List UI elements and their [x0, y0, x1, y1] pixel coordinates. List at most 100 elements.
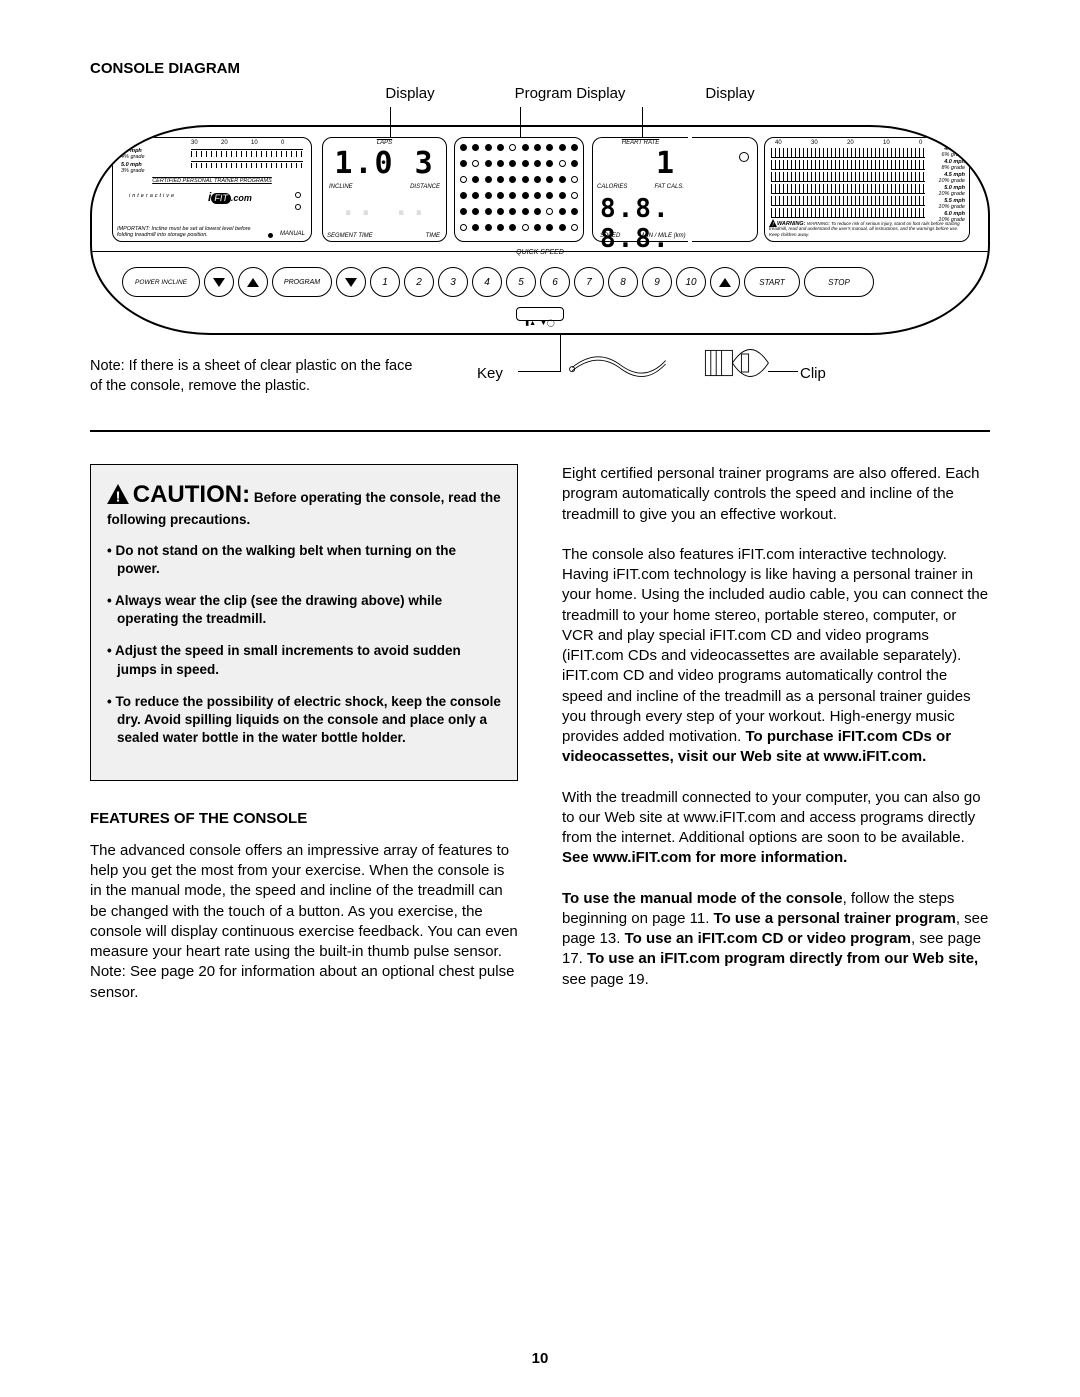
key-sketch [564, 347, 672, 381]
caution-list: Do not stand on the walking belt when tu… [107, 542, 501, 748]
right-program-panel: 40 30 20 10 0 !WARNING: WA [764, 137, 970, 242]
incline-up-button[interactable] [238, 267, 268, 297]
program-display-panel [454, 137, 584, 242]
program-dot [509, 144, 516, 151]
console-diagram: Display Program Display Display 30 20 10… [90, 85, 990, 420]
speed-panel: 8.8. 8.8. SPEED MIN / MILE (km) [692, 137, 758, 242]
quick-speed-10-button[interactable]: 10 [676, 267, 706, 297]
caution-box: ! CAUTION: Before operating the console,… [90, 464, 518, 781]
quick-speed-label: QUICK SPEED [92, 249, 988, 256]
program-dot [534, 144, 541, 151]
program-dot [571, 192, 578, 199]
program-dot [571, 208, 578, 215]
clip-sketch [698, 345, 774, 381]
program-dot [460, 224, 467, 231]
quick-speed-4-button[interactable]: 4 [472, 267, 502, 297]
program-dot [559, 224, 566, 231]
program-dot [497, 176, 504, 183]
quick-speed-1-button[interactable]: 1 [370, 267, 400, 297]
section-title: CONSOLE DIAGRAM [90, 60, 990, 77]
program-dot [472, 160, 479, 167]
speed-up-button[interactable] [710, 267, 740, 297]
program-dot [497, 192, 504, 199]
program-dot [522, 208, 529, 215]
features-p1: The advanced console offers an impressiv… [90, 841, 518, 1003]
program-dot [497, 144, 504, 151]
program-dot [534, 224, 541, 231]
quick-speed-6-button[interactable]: 6 [540, 267, 570, 297]
program-dot [509, 208, 516, 215]
caution-item: Do not stand on the walking belt when tu… [107, 542, 501, 578]
page-number: 10 [0, 1350, 1080, 1367]
quick-speed-5-button[interactable]: 5 [506, 267, 536, 297]
program-dot [472, 208, 479, 215]
warning-icon: ! [107, 484, 129, 504]
program-dot [522, 192, 529, 199]
program-dot [559, 208, 566, 215]
svg-text:!: ! [116, 489, 121, 504]
caution-item: To reduce the possibility of electric sh… [107, 693, 501, 748]
key-callout: Key [477, 365, 503, 382]
right-p1: Eight certified personal trainer program… [562, 464, 990, 525]
quick-speed-8-button[interactable]: 8 [608, 267, 638, 297]
program-dot [460, 144, 467, 151]
clip-callout: Clip [800, 365, 826, 382]
program-dot [497, 224, 504, 231]
left-program-panel: 30 20 10 0 6.0 mph 4% grade 5.0 mph [112, 137, 312, 242]
display-panel-1: LAPS 1.0 3 INCLINE DISTANCE .. .. SEGMEN… [322, 137, 447, 242]
button-row: POWER INCLINE PROGRAM 12345678910 START … [122, 257, 958, 307]
program-dot [509, 176, 516, 183]
program-dot [509, 160, 516, 167]
program-dot [485, 224, 492, 231]
program-dot [472, 144, 479, 151]
start-button[interactable]: START [744, 267, 800, 297]
program-dot [559, 192, 566, 199]
program-dot [546, 192, 553, 199]
program-button[interactable]: PROGRAM [272, 267, 332, 297]
program-dot [571, 176, 578, 183]
program-dot [522, 160, 529, 167]
caution-heading: CAUTION: [133, 481, 250, 508]
display-label-2: Program Display [510, 85, 630, 102]
program-dot [485, 208, 492, 215]
program-dot [460, 160, 467, 167]
program-dot [571, 144, 578, 151]
quick-speed-9-button[interactable]: 9 [642, 267, 672, 297]
program-dot [460, 192, 467, 199]
quick-speed-3-button[interactable]: 3 [438, 267, 468, 297]
program-dot [546, 176, 553, 183]
stop-button[interactable]: STOP [804, 267, 874, 297]
program-dot [497, 208, 504, 215]
program-dot [534, 208, 541, 215]
program-dot [472, 176, 479, 183]
quick-speed-7-button[interactable]: 7 [574, 267, 604, 297]
caution-item: Adjust the speed in small increments to … [107, 642, 501, 678]
caution-item: Always wear the clip (see the drawing ab… [107, 592, 501, 628]
speed-down-button[interactable] [336, 267, 366, 297]
quick-speed-2-button[interactable]: 2 [404, 267, 434, 297]
incline-down-button[interactable] [204, 267, 234, 297]
program-dot [497, 160, 504, 167]
program-dot [534, 192, 541, 199]
program-dot [522, 176, 529, 183]
program-dot [522, 144, 529, 151]
program-dot [546, 208, 553, 215]
program-dot [509, 192, 516, 199]
program-dot [534, 160, 541, 167]
program-dot [460, 176, 467, 183]
power-incline-label: POWER INCLINE [122, 267, 200, 297]
right-p3: With the treadmill connected to your com… [562, 788, 990, 869]
program-dot [534, 176, 541, 183]
program-dot [559, 144, 566, 151]
program-dot [546, 144, 553, 151]
program-dot [485, 176, 492, 183]
program-dot [485, 160, 492, 167]
program-dot [460, 208, 467, 215]
program-dot [559, 176, 566, 183]
display-label-1: Display [350, 85, 470, 102]
display-label-3: Display [670, 85, 790, 102]
features-heading: FEATURES OF THE CONSOLE [90, 809, 518, 829]
console-body: 30 20 10 0 6.0 mph 4% grade 5.0 mph [90, 125, 990, 335]
right-p2: The console also features iFIT.com inter… [562, 545, 990, 768]
program-dot [509, 224, 516, 231]
